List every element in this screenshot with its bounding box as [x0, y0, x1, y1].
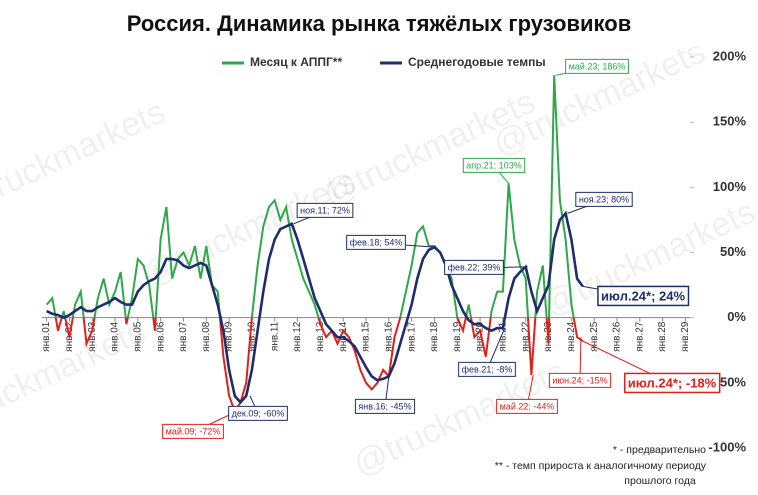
y-tick-label: 200%: [713, 48, 747, 63]
x-tick-label: янв.07: [178, 321, 189, 352]
chart-title: Россия. Динамика рынка тяжёлых грузовико…: [127, 11, 631, 36]
x-tick-label: янв.27: [634, 321, 645, 352]
callout-label: фев.22; 39%: [448, 262, 501, 272]
watermark: @truckmarkets: [0, 313, 151, 444]
x-tick-label: янв.05: [132, 321, 143, 352]
legend-label: Среднегодовые темпы: [408, 55, 546, 69]
x-tick-label: янв.06: [155, 321, 166, 352]
callout-box: [354, 398, 416, 414]
y-tick-label: 0%: [727, 309, 746, 324]
x-tick-label: янв.20: [475, 321, 486, 352]
callout-label: ноя.23; 80%: [579, 194, 629, 204]
callout-label: ноя.11; 72%: [300, 205, 350, 215]
callout-box: [496, 398, 558, 414]
callout-box: [575, 191, 633, 207]
y-tick-label: 50%: [720, 244, 746, 259]
x-tick-label: янв.10: [247, 321, 258, 352]
x-tick-label: янв.29: [680, 321, 691, 352]
y-tick-label: 150%: [713, 114, 747, 129]
y-tick-label: 100%: [713, 179, 747, 194]
footnote: ** - темп прироста к аналогичному период…: [495, 460, 707, 472]
callout-box: [597, 285, 690, 307]
x-tick-label: янв.15: [361, 321, 372, 352]
watermark: @truckmarkets: [0, 93, 171, 224]
x-tick-label: янв.22: [520, 321, 531, 352]
x-tick-label: янв.16: [383, 321, 394, 352]
x-tick-label: янв.08: [201, 321, 212, 352]
callout-box: [565, 58, 629, 74]
callout-label: июн.24; -15%: [552, 375, 607, 385]
callout-label: апр.21; 103%: [466, 160, 521, 170]
callout-box: [624, 372, 721, 394]
x-tick-label: янв.21: [498, 321, 509, 352]
callout-label: май.23; 186%: [569, 61, 626, 71]
x-tick-label: янв.25: [589, 321, 600, 352]
x-tick-label: янв.24: [566, 321, 577, 352]
callout-box: [444, 259, 504, 275]
callout-label: май.09; -72%: [166, 426, 221, 436]
legend-label: Месяц к АППГ**: [250, 55, 342, 69]
x-tick-label: янв.11: [269, 321, 280, 351]
x-tick-label: янв.18: [429, 321, 440, 352]
x-tick-label: янв.28: [657, 321, 668, 352]
x-tick-label: янв.19: [452, 321, 463, 352]
callout-label: янв.16; -45%: [358, 401, 411, 411]
callout-label: фев.18; 54%: [350, 237, 403, 247]
x-tick-label: янв.17: [406, 321, 417, 352]
callout-box: [458, 361, 516, 377]
callout-label: фев.21; -8%: [462, 364, 513, 374]
x-tick-label: янв.03: [87, 321, 98, 352]
x-tick-label: янв.01: [41, 321, 52, 352]
callout-label: июл.24*; 24%: [601, 288, 686, 303]
x-tick-label: янв.26: [612, 321, 623, 352]
callout-box: [548, 372, 612, 388]
callout-label: май.22; -44%: [500, 401, 555, 411]
callout-label: дек.09; -60%: [232, 408, 285, 418]
footnote: прошлого года: [624, 475, 696, 487]
y-tick-label: -100%: [708, 439, 746, 454]
x-tick-label: янв.09: [224, 321, 235, 352]
y-tick-label: -50%: [716, 374, 747, 389]
callout-box: [462, 157, 526, 173]
callout-box: [162, 423, 224, 439]
series-line: [45, 75, 575, 318]
x-tick-label: янв.12: [292, 321, 303, 352]
x-tick-label: янв.04: [110, 321, 121, 352]
series-line: [46, 210, 584, 405]
callout-box: [346, 234, 406, 250]
callout-label: июл.24*; -18%: [628, 375, 717, 390]
callout-box: [296, 202, 354, 218]
footnote: * - предварительно: [613, 444, 706, 456]
x-tick-label: янв.13: [315, 321, 326, 352]
callout-box: [228, 405, 288, 421]
